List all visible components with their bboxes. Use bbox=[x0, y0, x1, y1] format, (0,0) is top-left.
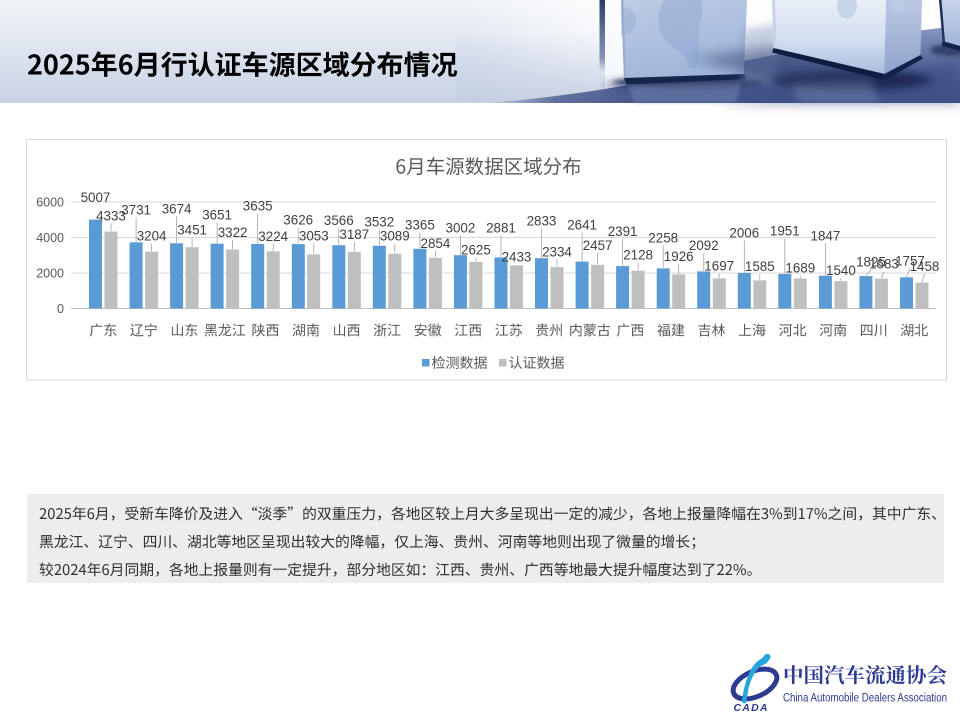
svg-text:3635: 3635 bbox=[243, 199, 273, 214]
svg-text:1689: 1689 bbox=[785, 261, 815, 276]
svg-text:1825: 1825 bbox=[856, 255, 886, 270]
svg-text:1540: 1540 bbox=[826, 263, 856, 278]
svg-text:2854: 2854 bbox=[421, 236, 451, 251]
svg-text:1458: 1458 bbox=[910, 259, 940, 274]
svg-text:1697: 1697 bbox=[704, 259, 734, 274]
svg-text:2000: 2000 bbox=[36, 267, 64, 281]
svg-text:CADA: CADA bbox=[734, 702, 769, 714]
svg-text:3204: 3204 bbox=[137, 229, 167, 244]
svg-text:3532: 3532 bbox=[364, 215, 394, 230]
svg-text:2391: 2391 bbox=[608, 224, 638, 239]
svg-text:1926: 1926 bbox=[664, 249, 694, 264]
svg-text:3053: 3053 bbox=[299, 229, 329, 244]
svg-text:1847: 1847 bbox=[811, 229, 841, 244]
svg-text:1585: 1585 bbox=[745, 259, 775, 274]
svg-text:2258: 2258 bbox=[648, 231, 678, 246]
svg-text:2881: 2881 bbox=[486, 221, 516, 236]
svg-text:2641: 2641 bbox=[567, 218, 597, 233]
svg-text:3322: 3322 bbox=[218, 225, 248, 240]
svg-text:3365: 3365 bbox=[405, 218, 435, 233]
svg-text:1683: 1683 bbox=[869, 257, 899, 272]
svg-text:3224: 3224 bbox=[258, 229, 288, 244]
svg-text:3451: 3451 bbox=[177, 223, 207, 238]
svg-text:0: 0 bbox=[57, 302, 64, 316]
svg-text:3187: 3187 bbox=[339, 227, 369, 242]
svg-text:6000: 6000 bbox=[36, 196, 64, 210]
svg-text:3651: 3651 bbox=[202, 208, 232, 223]
svg-text:3002: 3002 bbox=[446, 221, 476, 236]
svg-text:2334: 2334 bbox=[542, 245, 572, 260]
svg-text:1757: 1757 bbox=[895, 254, 925, 269]
svg-text:2625: 2625 bbox=[461, 243, 491, 258]
svg-text:2457: 2457 bbox=[583, 238, 613, 253]
svg-text:4333: 4333 bbox=[96, 209, 126, 224]
svg-text:2433: 2433 bbox=[502, 250, 532, 265]
svg-text:5007: 5007 bbox=[81, 190, 111, 205]
svg-text:1951: 1951 bbox=[770, 224, 800, 239]
svg-text:2092: 2092 bbox=[689, 238, 719, 253]
svg-text:3566: 3566 bbox=[324, 213, 354, 228]
svg-text:3731: 3731 bbox=[121, 203, 151, 218]
svg-text:3626: 3626 bbox=[283, 213, 313, 228]
svg-text:4000: 4000 bbox=[36, 231, 64, 245]
svg-text:2006: 2006 bbox=[729, 226, 759, 241]
svg-text:2833: 2833 bbox=[527, 214, 557, 229]
svg-text:3089: 3089 bbox=[380, 229, 410, 244]
svg-text:3674: 3674 bbox=[162, 202, 192, 217]
svg-text:China Automobile Dealers Assoc: China Automobile Dealers Association bbox=[783, 691, 947, 705]
svg-text:2128: 2128 bbox=[623, 248, 653, 263]
